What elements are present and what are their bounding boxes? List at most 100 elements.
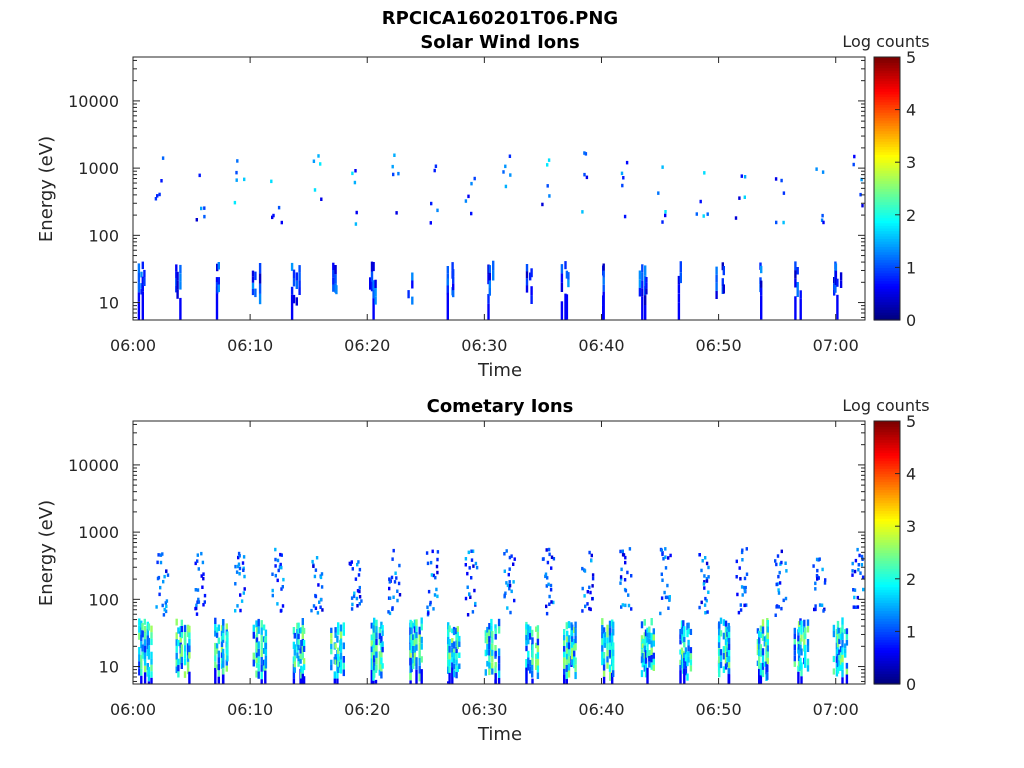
heatmap-cell [260, 634, 263, 643]
heatmap-cell [183, 651, 187, 659]
heatmap-cell [797, 626, 801, 633]
colorbar-step [874, 486, 900, 490]
heatmap-cell [175, 639, 178, 646]
heatmap-cell [409, 672, 412, 681]
heatmap-cell [410, 627, 413, 634]
heatmap-cell [243, 177, 246, 182]
heatmap-cell [841, 617, 844, 625]
heatmap-cell [566, 665, 569, 671]
plot-frame [132, 420, 866, 685]
heatmap-cell [260, 642, 263, 650]
heatmap-cell [845, 628, 849, 635]
colorbar-step [874, 83, 900, 87]
heatmap-cell [724, 632, 728, 639]
heatmap-cell [488, 272, 491, 281]
colorbar-step [874, 449, 900, 454]
heatmap-cell [281, 585, 284, 589]
heatmap-cell [775, 562, 778, 567]
heatmap-cell [563, 634, 566, 641]
heatmap-cell [743, 585, 746, 590]
heatmap-cell [430, 573, 434, 577]
heatmap-cell [722, 284, 725, 294]
heatmap-cell [679, 665, 682, 671]
colorbar-step [874, 463, 900, 467]
heatmap-cell [680, 627, 684, 634]
heatmap-cell [238, 566, 242, 571]
heatmap-cell [243, 587, 246, 591]
heatmap-cell [339, 652, 343, 660]
colorbar-step [874, 468, 900, 472]
x-tick-label: 06:50 [696, 336, 742, 355]
heatmap-cell [583, 569, 587, 573]
colorbar-label: Log counts [842, 32, 929, 51]
heatmap-cell [140, 668, 143, 676]
heatmap-cell [567, 272, 570, 280]
heatmap-cell [458, 641, 461, 647]
heatmap-cell [797, 621, 801, 627]
heatmap-cell [565, 622, 568, 630]
heatmap-cell [301, 673, 304, 684]
heatmap-cell [252, 659, 255, 667]
heatmap-cell [298, 272, 301, 281]
heatmap-cell [293, 644, 296, 650]
colorbar-step [874, 309, 900, 313]
heatmap-cell [695, 212, 698, 216]
heatmap-cell [452, 269, 455, 277]
heatmap-cell [643, 645, 646, 652]
colorbar-step [874, 233, 900, 237]
heatmap-cell [271, 572, 274, 576]
heatmap-cell [601, 624, 604, 632]
heatmap-cell [430, 201, 433, 206]
heatmap-cell [756, 628, 760, 634]
heatmap-cell [512, 562, 515, 566]
colorbar-step [874, 460, 900, 464]
heatmap-cell [415, 657, 418, 664]
heatmap-cell [719, 617, 723, 624]
colorbar-step [874, 214, 900, 219]
heatmap-cell [243, 574, 246, 579]
heatmap-cell [342, 669, 345, 677]
heatmap-cell [217, 284, 220, 293]
heatmap-cell [546, 184, 549, 188]
heatmap-cell [455, 627, 458, 635]
colorbar-step [874, 272, 900, 276]
heatmap-cell [277, 205, 281, 210]
heatmap-cell [680, 654, 684, 662]
heatmap-cell [255, 637, 259, 643]
colorbar-step [874, 298, 900, 303]
heatmap-cell [177, 665, 180, 672]
heatmap-cell [314, 606, 318, 610]
heatmap-cell [838, 633, 841, 639]
heatmap-cell [836, 620, 840, 628]
heatmap-cell [684, 647, 688, 655]
heatmap-cell [591, 573, 595, 577]
heatmap-cell [544, 572, 548, 576]
heatmap-cell [242, 555, 246, 559]
heatmap-cell [183, 631, 187, 639]
heatmap-cell [280, 553, 283, 557]
colorbar-step [874, 455, 900, 459]
heatmap-cell [679, 649, 682, 655]
plot-frame [132, 56, 866, 321]
heatmap-cell [301, 632, 304, 639]
heatmap-cell [703, 574, 706, 578]
heatmap-cell [799, 298, 802, 320]
colorbar-step [874, 544, 900, 548]
colorbar-step [874, 199, 900, 203]
heatmap-cell [375, 626, 378, 633]
heatmap-cell [455, 672, 458, 679]
colorbar-step [874, 235, 900, 240]
heatmap-cell [140, 662, 143, 669]
heatmap-cell [502, 170, 505, 174]
heatmap-cell [759, 669, 763, 676]
heatmap-cell [257, 671, 260, 679]
heatmap-cell [175, 618, 178, 626]
heatmap-cell [375, 619, 378, 626]
heatmap-cell [179, 297, 182, 320]
heatmap-cell [143, 618, 146, 625]
heatmap-cell [606, 649, 609, 657]
colorbar-tick-label: 2 [906, 206, 916, 225]
heatmap-cell [565, 294, 569, 320]
heatmap-cell [487, 303, 490, 320]
heatmap-cell [630, 607, 633, 611]
